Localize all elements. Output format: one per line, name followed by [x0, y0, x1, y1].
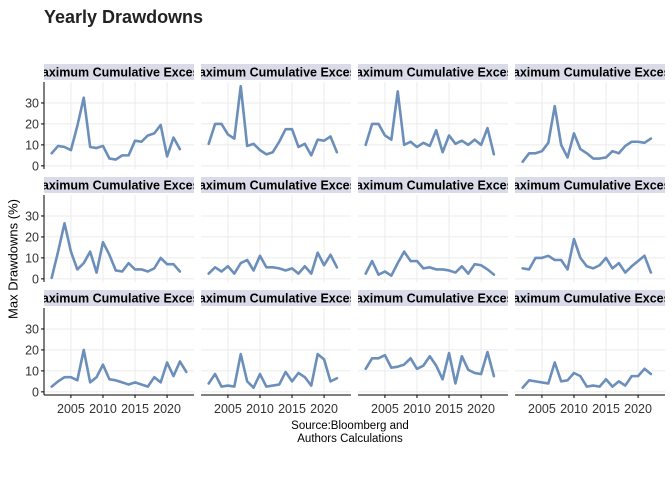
facet-strip-label: Maximum Cumulative Excess — [188, 179, 363, 193]
x-tick-label: 2020 — [624, 402, 652, 416]
facet-strip-clip: Maximum Cumulative Excess — [502, 292, 672, 306]
x-tick-label: 2020 — [467, 402, 495, 416]
series-line — [521, 361, 653, 389]
series-line — [207, 352, 339, 389]
facet-strip-clip: Maximum Cumulative Excess — [345, 292, 520, 306]
facet-strip-label: Maximum Cumulative Excess — [502, 292, 672, 306]
x-tick-label: 2020 — [310, 402, 338, 416]
facet-strip-label: Maximum Cumulative Excess — [188, 292, 363, 306]
series-line — [364, 250, 496, 278]
facet-strip — [358, 177, 508, 193]
facet-panel-8: Maximum Cumulative Excess — [502, 177, 672, 282]
facet-strip-clip: Maximum Cumulative Excess — [188, 66, 363, 80]
facet-panel-3: Maximum Cumulative Excess — [345, 64, 520, 169]
x-tick-label: 2005 — [57, 402, 85, 416]
facet-strip — [44, 290, 194, 306]
series-line — [521, 237, 653, 274]
x-tick-label: 2015 — [121, 402, 149, 416]
y-tick-label: 0 — [32, 385, 39, 399]
facet-panel-9: Maximum Cumulative Excess 0 10 20 30 2005 2010… — [25, 290, 206, 416]
caption-line-1: Source:Bloomberg and — [291, 420, 409, 432]
facet-strip-label: Maximum Cumulative Excess — [188, 66, 363, 80]
series-line — [50, 96, 182, 161]
facet-strip-label: Maximum Cumulative Excess — [502, 179, 672, 193]
facet-strip — [201, 177, 351, 193]
facet-strip-clip: Maximum Cumulative Excess — [502, 66, 672, 80]
facet-panel-1: Maximum Cumulative Excess 0 10 20 30 — [25, 64, 206, 173]
facet-strip-clip: Maximum Cumulative Excess — [31, 179, 206, 193]
source-caption: Source:Bloomberg and Authors Calculation… — [250, 420, 450, 446]
series-line — [364, 350, 496, 385]
x-tick-label: 2010 — [560, 402, 588, 416]
facet-strip-clip: Maximum Cumulative Excess — [188, 292, 363, 306]
x-tick-label: 2005 — [528, 402, 556, 416]
y-tick-label: 10 — [25, 251, 39, 265]
facet-strip-clip: Maximum Cumulative Excess — [502, 179, 672, 193]
x-tick-label: 2005 — [371, 402, 399, 416]
facet-panel-10: Maximum Cumulative Excess 2005 2010 2015 202… — [188, 290, 363, 416]
y-tick-label: 0 — [32, 159, 39, 173]
x-tick-label: 2010 — [403, 402, 431, 416]
series-line — [364, 90, 496, 156]
facet-strip — [515, 64, 665, 80]
facet-strip — [515, 177, 665, 193]
facet-strip — [201, 64, 351, 80]
facet-strip — [201, 290, 351, 306]
facet-panel-4: Maximum Cumulative Excess — [502, 64, 672, 169]
facet-strip-clip: Maximum Cumulative Excess — [345, 66, 520, 80]
series-line — [521, 104, 653, 163]
facet-strip — [358, 64, 508, 80]
facet-strip-clip: Maximum Cumulative Excess — [345, 179, 520, 193]
facet-strip — [44, 177, 194, 193]
chart-title: Yearly Drawdowns — [44, 7, 204, 27]
y-tick-label: 20 — [25, 117, 39, 131]
facet-strip-clip: Maximum Cumulative Excess — [188, 179, 363, 193]
caption-line-2: Authors Calculations — [297, 433, 403, 445]
facet-strip-label: Maximum Cumulative Excess — [31, 292, 206, 306]
facet-strip-label: Maximum Cumulative Excess — [345, 179, 520, 193]
x-tick-label: 2015 — [278, 402, 306, 416]
facet-panel-11: Maximum Cumulative Excess 2005 2010 2015 202… — [345, 290, 520, 416]
facet-panel-6: Maximum Cumulative Excess — [188, 177, 363, 282]
x-tick-label: 2005 — [214, 402, 242, 416]
series-line — [207, 84, 339, 157]
series-line — [50, 222, 182, 280]
y-tick-label: 20 — [25, 343, 39, 357]
facet-panel-2: Maximum Cumulative Excess — [188, 64, 363, 169]
y-tick-label: 20 — [25, 230, 39, 244]
facet-strip-label: Maximum Cumulative Excess — [31, 66, 206, 80]
facet-panel-5: Maximum Cumulative Excess 0 10 20 30 — [25, 177, 206, 286]
y-tick-label: 30 — [25, 322, 39, 336]
x-tick-label: 2015 — [435, 402, 463, 416]
facet-strip-label: Maximum Cumulative Excess — [502, 66, 672, 80]
facet-strip-label: Maximum Cumulative Excess — [31, 179, 206, 193]
facet-strip-label: Maximum Cumulative Excess — [345, 66, 520, 80]
series-line — [50, 348, 188, 388]
x-tick-label: 2015 — [592, 402, 620, 416]
x-tick-label: 2010 — [246, 402, 274, 416]
y-tick-label: 10 — [25, 364, 39, 378]
series-line — [207, 251, 339, 275]
facet-strip — [44, 64, 194, 80]
y-tick-label: 30 — [25, 209, 39, 223]
y-tick-label: 0 — [32, 272, 39, 286]
facet-strip — [358, 290, 508, 306]
facet-strip-label: Maximum Cumulative Excess — [345, 292, 520, 306]
facet-strip-clip: Maximum Cumulative Excess — [31, 292, 206, 306]
x-tick-label: 2010 — [89, 402, 117, 416]
y-tick-label: 30 — [25, 96, 39, 110]
y-tick-label: 10 — [25, 138, 39, 152]
facet-panel-7: Maximum Cumulative Excess — [345, 177, 520, 282]
facet-strip-clip: Maximum Cumulative Excess — [31, 66, 206, 80]
facet-panel-12: Maximum Cumulative Excess 2005 2010 2015 202… — [502, 290, 672, 416]
x-tick-label: 2020 — [153, 402, 181, 416]
facet-strip — [515, 290, 665, 306]
